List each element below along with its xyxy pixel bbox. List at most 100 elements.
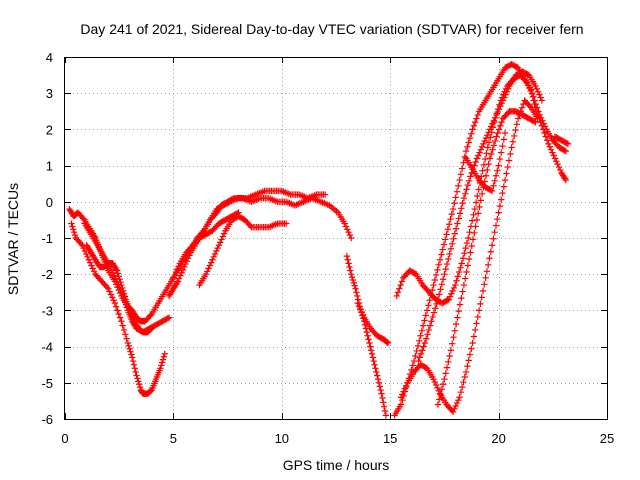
data-point bbox=[341, 220, 348, 227]
data-point bbox=[472, 223, 479, 230]
data-point bbox=[179, 266, 187, 274]
data-point bbox=[383, 339, 391, 346]
data-point bbox=[342, 223, 350, 230]
data-point bbox=[436, 256, 444, 263]
data-point bbox=[425, 302, 432, 309]
data-point bbox=[463, 239, 471, 247]
data-point bbox=[415, 357, 422, 365]
data-point bbox=[393, 292, 400, 300]
data-point bbox=[537, 114, 545, 122]
data-point bbox=[110, 297, 117, 304]
series-track-13 bbox=[434, 108, 539, 408]
data-point bbox=[119, 284, 126, 292]
data-point bbox=[498, 196, 505, 203]
data-point bbox=[524, 82, 532, 89]
data-point bbox=[471, 229, 478, 237]
data-point bbox=[412, 352, 419, 360]
data-point bbox=[127, 348, 134, 355]
data-point bbox=[346, 231, 354, 239]
grid bbox=[65, 57, 607, 419]
y-tick-label: 4 bbox=[46, 50, 53, 65]
data-point bbox=[466, 134, 474, 142]
data-point bbox=[116, 314, 124, 321]
data-point bbox=[177, 272, 184, 279]
data-point bbox=[111, 272, 118, 279]
data-point bbox=[462, 244, 469, 252]
data-point bbox=[449, 408, 457, 415]
data-point bbox=[467, 249, 474, 256]
data-point bbox=[122, 331, 129, 338]
data-point bbox=[482, 274, 489, 282]
series-track-7 bbox=[165, 187, 329, 300]
data-point bbox=[474, 192, 481, 200]
data-point bbox=[498, 149, 505, 156]
data-point bbox=[502, 91, 509, 98]
data-point bbox=[170, 274, 177, 282]
data-point bbox=[471, 118, 479, 126]
data-point bbox=[447, 245, 455, 253]
data-point bbox=[394, 289, 402, 296]
data-point bbox=[458, 165, 466, 172]
data-point bbox=[419, 322, 427, 329]
data-point bbox=[108, 266, 116, 274]
data-point bbox=[124, 339, 132, 347]
data-point bbox=[500, 136, 508, 143]
data-point bbox=[182, 260, 189, 268]
data-point bbox=[532, 100, 540, 108]
data-point bbox=[130, 361, 138, 368]
data-point bbox=[562, 176, 570, 184]
data-point bbox=[458, 383, 466, 391]
data-point bbox=[526, 84, 533, 92]
data-point bbox=[450, 235, 457, 242]
data-point bbox=[438, 251, 445, 258]
data-point bbox=[530, 118, 538, 125]
data-point bbox=[493, 133, 500, 140]
x-tick-label: 25 bbox=[600, 431, 614, 446]
series-track-15 bbox=[462, 129, 509, 195]
data-point bbox=[464, 362, 471, 370]
data-point bbox=[492, 222, 500, 229]
data-point bbox=[435, 387, 442, 394]
data-point bbox=[90, 268, 98, 275]
y-tick-label: -5 bbox=[41, 376, 53, 391]
data-point bbox=[541, 123, 549, 130]
y-tick-label: -2 bbox=[41, 267, 53, 282]
data-point bbox=[465, 139, 472, 146]
series-track-2 bbox=[68, 220, 168, 397]
x-tick-labels: 0 5 10 15 20 25 bbox=[61, 431, 614, 446]
data-point bbox=[70, 229, 78, 236]
data-point bbox=[435, 396, 443, 403]
data-point bbox=[117, 278, 124, 286]
data-point bbox=[214, 244, 221, 252]
data-point bbox=[484, 166, 491, 174]
data-point bbox=[454, 220, 461, 227]
data-point bbox=[434, 266, 441, 274]
data-point bbox=[476, 149, 483, 156]
data-point bbox=[425, 326, 432, 334]
data-point bbox=[125, 342, 132, 350]
data-point bbox=[424, 331, 431, 338]
data-point bbox=[158, 362, 165, 369]
data-point bbox=[321, 191, 329, 198]
data-point bbox=[459, 255, 467, 262]
data-point bbox=[445, 255, 452, 263]
data-point bbox=[470, 211, 477, 219]
data-point bbox=[475, 152, 482, 159]
data-point bbox=[452, 402, 459, 410]
data-point bbox=[135, 378, 142, 385]
data-point bbox=[453, 188, 461, 195]
data-point bbox=[432, 381, 440, 389]
x-tick-label: 10 bbox=[275, 431, 289, 446]
data-point bbox=[421, 317, 428, 324]
data-point bbox=[431, 378, 439, 386]
data-point bbox=[534, 88, 542, 95]
data-point bbox=[164, 315, 171, 322]
data-point bbox=[474, 111, 481, 119]
data-point bbox=[474, 313, 481, 321]
data-point bbox=[501, 94, 508, 101]
data-point bbox=[458, 205, 465, 212]
data-point bbox=[106, 288, 113, 295]
data-point bbox=[217, 239, 224, 246]
data-point bbox=[396, 285, 403, 292]
data-point bbox=[398, 278, 406, 285]
